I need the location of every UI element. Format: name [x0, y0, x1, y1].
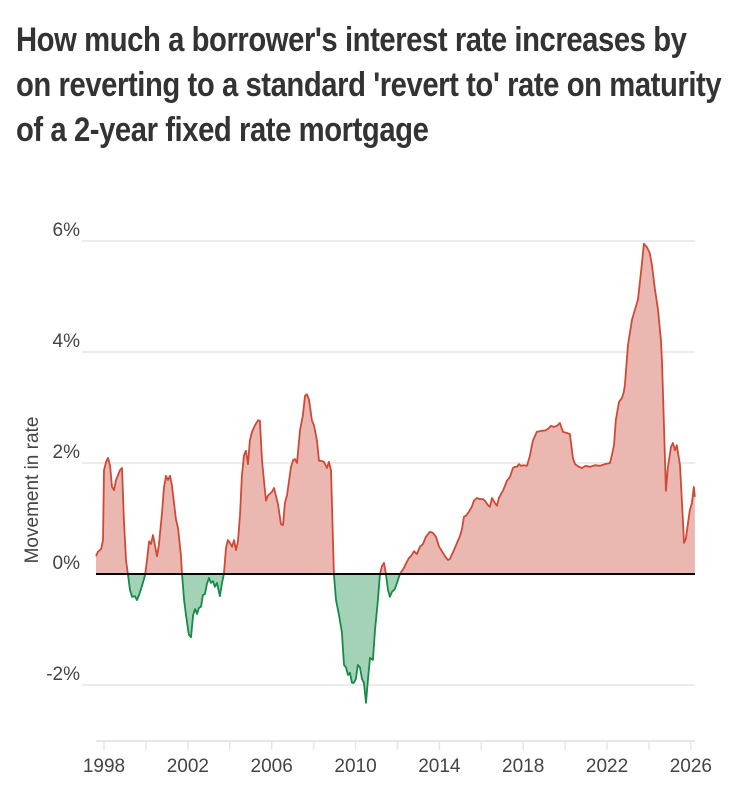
gridlines [82, 240, 695, 686]
y-axis-label: Movement in rate [22, 417, 43, 564]
x-tick-label: 1998 [83, 756, 125, 777]
x-tick-label: 2022 [586, 756, 628, 777]
x-axis: 1998 2002 2006 2010 2014 2018 2022 2026 [83, 740, 712, 777]
positive-area [96, 243, 695, 574]
y-tick-label: 6% [53, 220, 81, 241]
negative-line [126, 574, 402, 704]
x-tick-label: 2018 [502, 756, 544, 777]
x-tick-label: 2026 [670, 756, 712, 777]
y-tick-label: 0% [53, 553, 81, 574]
y-tick-label: 2% [53, 442, 81, 463]
chart-title: How much a borrower's interest rate incr… [16, 21, 722, 149]
x-tick-label: 2002 [167, 756, 209, 777]
x-tick-label: 2006 [251, 756, 293, 777]
y-axis-ticks: 6% 4% 2% 0% -2% [46, 220, 80, 685]
x-tick-label: 2014 [418, 756, 461, 777]
positive-line [95, 242, 696, 574]
y-tick-label: -2% [46, 664, 80, 685]
x-tick-label: 2010 [334, 756, 376, 777]
y-tick-label: 4% [53, 331, 81, 352]
